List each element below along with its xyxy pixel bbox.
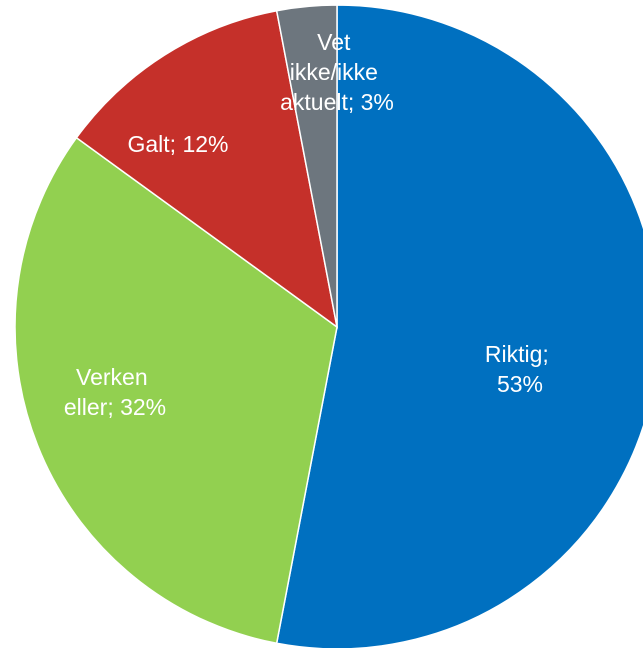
data-label: Riktig; 53% <box>485 341 555 397</box>
label-line: Verken <box>76 364 154 390</box>
label-line: ikke/ikke <box>290 59 385 85</box>
pie-slice <box>275 4 643 648</box>
pie-slice <box>75 9 339 329</box>
data-label: Vet ikke/ikke aktuelt; 3% <box>280 29 394 115</box>
data-label: Verken eller; 32% <box>64 364 166 420</box>
label-line: Galt; 12% <box>128 131 229 157</box>
label-line: Riktig; <box>485 341 555 367</box>
label-line: eller; 32% <box>64 394 166 420</box>
pie-slice <box>275 4 338 328</box>
label-line: 53% <box>497 371 543 397</box>
label-line: aktuelt; 3% <box>280 89 394 115</box>
data-label: Galt; 12% <box>128 131 229 157</box>
pie-slice <box>14 136 338 645</box>
label-line: Vet <box>317 29 357 55</box>
